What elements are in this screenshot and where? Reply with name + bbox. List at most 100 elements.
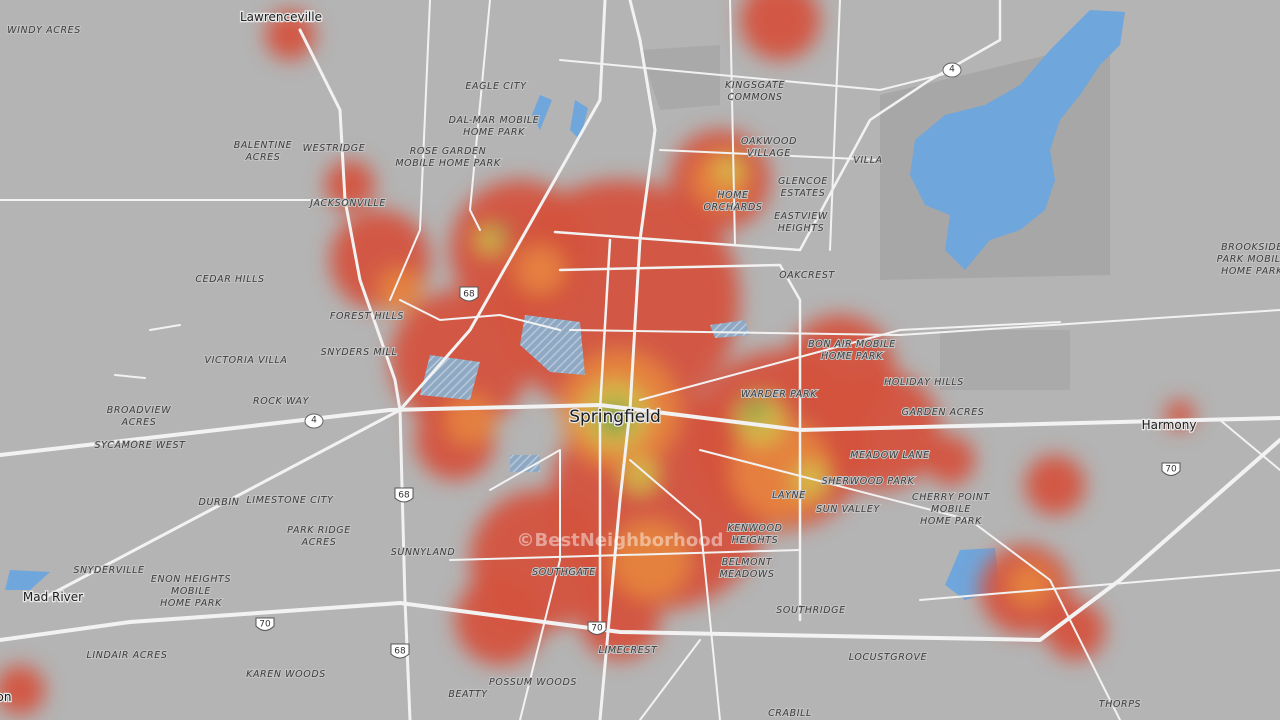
neighborhood-label: GARDEN ACRES: [902, 407, 985, 418]
road: [919, 569, 1280, 601]
route-shield: 70: [587, 621, 607, 635]
shield-shape: [587, 621, 607, 635]
heat-blob: [378, 268, 422, 312]
road: [1219, 419, 1280, 471]
road: [598, 0, 657, 720]
shield-number: 68: [394, 647, 406, 657]
road: [729, 0, 736, 246]
neighborhood-label: BALENTINE ACRES: [234, 140, 293, 163]
label-line: HOME PARK: [821, 351, 883, 362]
label-line: MOBILE: [171, 586, 211, 597]
neighborhood-label: LIMECREST: [599, 645, 658, 656]
label-line: OAKCREST: [779, 270, 835, 281]
neighborhood-label: JACKSONVILLE: [308, 198, 386, 209]
label-line: HOME PARK: [463, 127, 525, 138]
neighborhood-label: SHERWOOD PARK: [822, 476, 915, 487]
label-line: SNYDERS MILL: [321, 347, 398, 358]
label-line: WINDY ACRES: [7, 25, 81, 36]
heat-blob: [515, 245, 565, 295]
label-line: LOCUSTGROVE: [849, 652, 927, 663]
neighborhood-label: KINGSGATE COMMONS: [725, 80, 785, 103]
road: [829, 0, 841, 251]
neighborhood-label: SOUTHRIDGE: [776, 605, 846, 616]
neighborhood-label: WESTRIDGE: [303, 143, 366, 154]
neighborhood-label: WARDER PARK: [741, 389, 817, 400]
label-line: ESTATES: [781, 188, 826, 199]
label-line: KENWOOD: [727, 523, 782, 534]
heat-blob: [325, 160, 375, 210]
label-line: LIMESTONE CITY: [246, 495, 334, 506]
neighborhood-label: SYCAMORE WEST: [94, 440, 186, 451]
neighborhood-label: VILLA: [853, 155, 882, 166]
label-line: HOME: [717, 190, 748, 201]
labels: WINDY ACRES EAGLE CITY KINGSGATE COMMONS DAL…: [0, 9, 1280, 720]
neighborhood-label: SUN VALLEY: [816, 504, 880, 515]
label-line: FOREST HILLS: [330, 311, 404, 322]
neighborhood-label: EAGLE CITY: [465, 81, 527, 92]
neighborhood-label: SNYDERVILLE: [73, 565, 144, 576]
neighborhood-label: BROADVIEW ACRES: [107, 405, 172, 428]
road: [399, 299, 561, 331]
route-shield: 4: [942, 62, 962, 78]
shield-shape: [1161, 462, 1181, 476]
neighborhood-label: BON AIR MOBILE HOME PARK: [808, 339, 896, 362]
neighborhood-label: ROSE GARDEN MOBILE HOME PARK: [395, 146, 501, 169]
shield-number: 4: [949, 65, 955, 75]
label-line: OAKWOOD: [741, 136, 797, 147]
shield-shape: [459, 286, 479, 302]
label-line: EAGLE CITY: [465, 81, 527, 92]
label-line: GARDEN ACRES: [902, 407, 985, 418]
route-shield: 4: [304, 413, 324, 429]
label-line: HOLIDAY HILLS: [884, 377, 964, 388]
label-line: COMMONS: [727, 92, 782, 103]
neighborhood-label: HOME ORCHARDS: [703, 190, 762, 213]
neighborhood-label: DURBIN: [199, 497, 240, 508]
label-line: JACKSONVILLE: [308, 198, 386, 209]
label-line: LIMECREST: [599, 645, 658, 656]
label-line: BALENTINE: [234, 140, 293, 151]
label-line: HOME PARK: [160, 598, 222, 609]
heat-blob: [745, 400, 765, 420]
label-line: PARK MOBILE: [1217, 254, 1280, 265]
watermark: ©BestNeighborhood: [517, 530, 724, 551]
shield-number: 68: [398, 491, 410, 501]
label-line: VICTORIA VILLA: [205, 355, 288, 366]
neighborhood-label: GLENCOE ESTATES: [778, 176, 828, 199]
road: [0, 438, 1280, 642]
neighborhood-label: LIMESTONE CITY: [246, 495, 334, 506]
neighborhood-label: THORPS: [1099, 699, 1141, 710]
route-shield: 70: [255, 617, 275, 631]
heat-blob: [622, 457, 658, 493]
heat-blob: [785, 315, 895, 425]
heat-blob: [925, 435, 975, 485]
city-label: Mad River: [23, 590, 83, 604]
heat-blob: [740, 0, 820, 60]
label-line: MOBILE HOME PARK: [395, 158, 501, 169]
road: [559, 59, 961, 91]
label-line: PARK RIDGE: [287, 525, 351, 536]
label-line: POSSUM WOODS: [489, 677, 577, 688]
route-shield: 68: [394, 487, 414, 503]
heat-blob: [610, 520, 690, 600]
neighborhood-label: SUNNYLAND: [391, 547, 456, 558]
label-line: EASTVIEW: [774, 211, 828, 222]
label-line: SOUTHRIDGE: [776, 605, 846, 616]
shield-shape: [255, 617, 275, 631]
label-line: KINGSGATE: [725, 80, 785, 91]
neighborhood-label: WINDY ACRES: [7, 25, 81, 36]
neighborhood-label: DAL-MAR MOBILE HOME PARK: [449, 115, 540, 138]
neighborhood-label: HOLIDAY HILLS: [884, 377, 964, 388]
neighborhood-label: LINDAIR ACRES: [86, 650, 167, 661]
shield-shape: [394, 487, 414, 503]
label-line: ORCHARDS: [703, 202, 762, 213]
label-line: THORPS: [1099, 699, 1141, 710]
heat-blob: [1008, 563, 1052, 607]
neighborhood-label: SNYDERS MILL: [321, 347, 398, 358]
label-line: VILLA: [853, 155, 882, 166]
route-shield: 68: [459, 286, 479, 302]
heat-blob: [494, 226, 506, 238]
